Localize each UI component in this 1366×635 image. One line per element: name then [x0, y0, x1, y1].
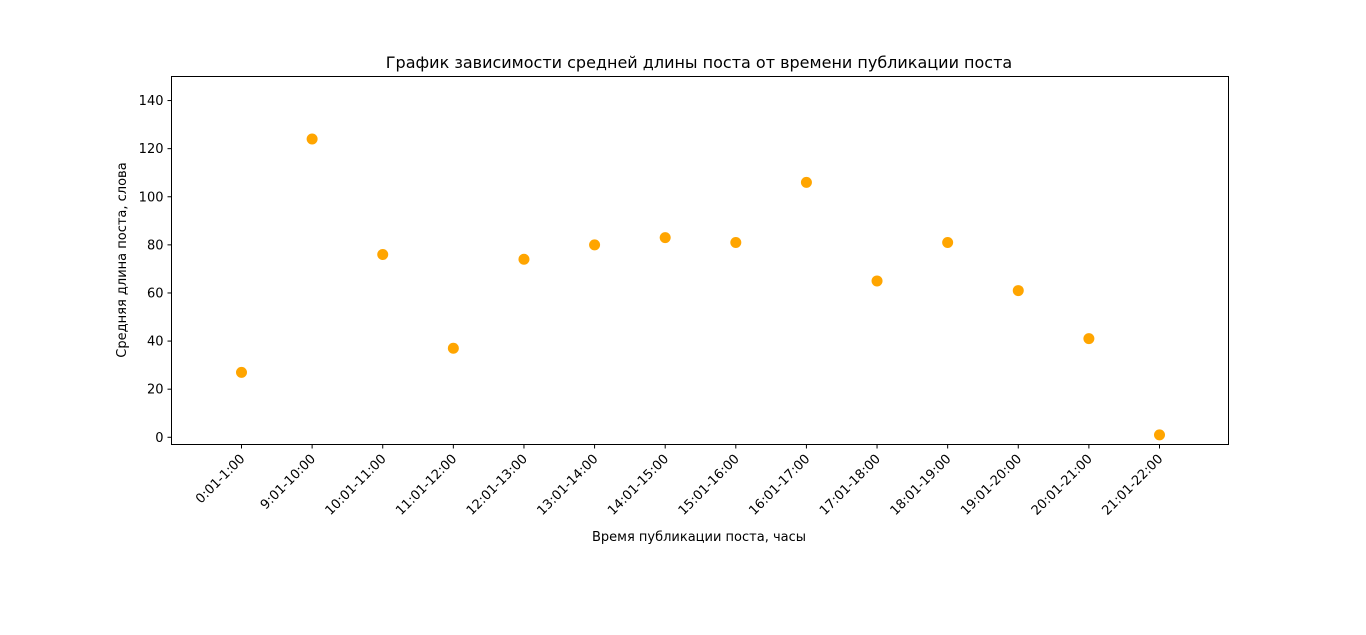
plot-area	[171, 76, 1229, 445]
y-tick-label: 40	[147, 335, 164, 350]
x-tick-label: 20:01-21:00	[1029, 452, 1096, 519]
x-tick-label: 0:01-1:00	[193, 452, 248, 507]
x-tick-label: 11:01-12:00	[393, 452, 460, 519]
x-tick-label: 12:01-13:00	[464, 452, 531, 519]
data-point	[377, 248, 389, 260]
x-tick-label: 15:01-16:00	[676, 452, 743, 519]
data-point	[1083, 333, 1095, 345]
x-axis: 0:01-1:00 9:01-10:00 10:01-11:00 11:01-12:0…	[193, 444, 1166, 519]
x-axis-title: Время публикации поста, часы	[592, 530, 806, 545]
y-tick-label: 60	[147, 286, 164, 301]
y-tick-label: 0	[155, 431, 163, 446]
y-tick-label: 80	[147, 238, 164, 253]
x-tick-label: 18:01-19:00	[888, 452, 955, 519]
x-tick-label: 16:01-17:00	[746, 452, 813, 519]
x-tick-label: 9:01-10:00	[258, 452, 319, 513]
y-tick-label: 140	[139, 94, 164, 109]
y-axis: 0 20 40 60 80 100 120 140	[139, 94, 172, 446]
data-point	[589, 239, 601, 251]
data-point	[1012, 285, 1024, 297]
chart-title: График зависимости средней длины поста о…	[386, 53, 1012, 72]
x-tick-label: 19:01-20:00	[958, 452, 1025, 519]
y-axis-title: Средняя длина поста, слова	[115, 162, 130, 357]
data-point	[447, 342, 459, 354]
y-tick-label: 120	[139, 142, 164, 157]
data-point	[659, 232, 671, 244]
x-tick-label: 21:01-22:00	[1099, 452, 1166, 519]
x-tick-label: 10:01-11:00	[323, 452, 390, 519]
data-point	[871, 275, 883, 287]
y-tick-label: 20	[147, 383, 164, 398]
data-points	[236, 133, 1165, 441]
data-point	[1154, 429, 1165, 441]
data-point	[730, 236, 742, 248]
x-tick-label: 14:01-15:00	[605, 452, 672, 519]
data-point	[236, 366, 247, 378]
data-point	[518, 253, 530, 265]
data-point	[800, 176, 812, 188]
data-point	[942, 236, 954, 248]
y-tick-label: 100	[139, 190, 164, 205]
x-tick-label: 13:01-14:00	[534, 452, 601, 519]
data-point	[306, 133, 318, 145]
x-tick-label: 17:01-18:00	[817, 452, 884, 519]
